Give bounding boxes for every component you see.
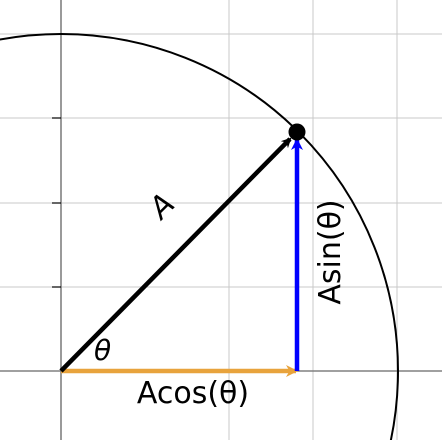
cos-label: Acos(θ) xyxy=(137,376,249,411)
magnitude-circle xyxy=(0,33,399,440)
angle-label: θ xyxy=(94,334,111,367)
hypotenuse-arrow xyxy=(59,137,292,373)
y-axis-ticks xyxy=(52,117,61,288)
hypotenuse-label: A xyxy=(141,187,182,228)
sin-label: Asin(θ) xyxy=(313,199,348,304)
tip-point-marker xyxy=(288,123,306,141)
